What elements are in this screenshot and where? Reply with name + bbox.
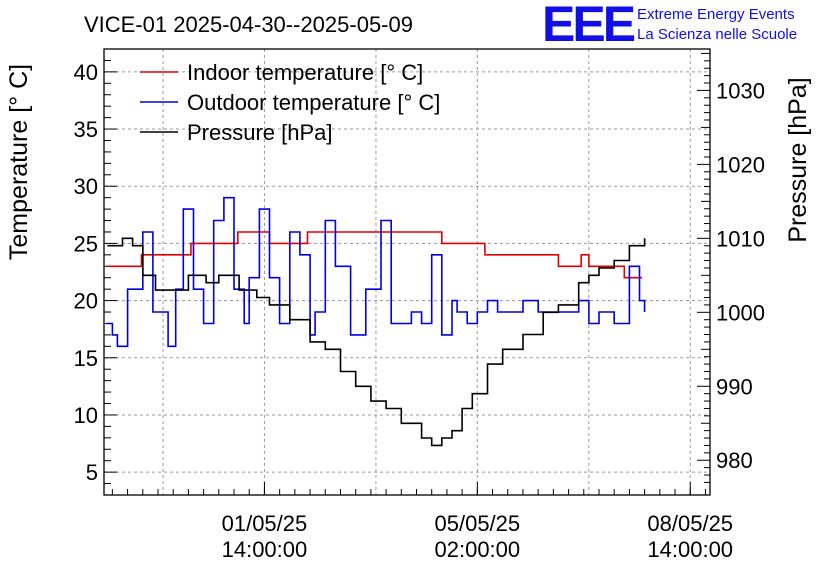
y-left-tick-label: 20 [74, 289, 98, 314]
series-line-0 [107, 231, 643, 279]
chart-title: VICE-01 2025-04-30--2025-05-09 [84, 12, 413, 37]
x-tick-label-date: 01/05/25 [222, 511, 308, 536]
plot-frame [103, 48, 711, 496]
y-left-tick-label: 5 [86, 460, 98, 485]
y-left-tick-label: 30 [74, 174, 98, 199]
legend-label-2: Pressure [hPa] [187, 120, 333, 145]
x-tick-label-date: 05/05/25 [435, 511, 521, 536]
logo-line-2: La Scienza nelle Scuole [637, 26, 797, 43]
y-right-tick-label: 1020 [716, 152, 765, 177]
grid-lines [104, 49, 710, 495]
x-tick-label-time: 14:00:00 [222, 537, 308, 562]
y-axis-left-label: Temperature [° C] [5, 64, 33, 260]
y-right-tick-label: 1000 [716, 300, 765, 325]
x-tick-label-date: 08/05/25 [647, 511, 733, 536]
series-line-2 [107, 237, 646, 447]
y-left-tick-label: 25 [74, 231, 98, 256]
y-right-tick-label: 1030 [716, 78, 765, 103]
y-axis-right-label: Pressure [hPa] [784, 77, 812, 242]
tick-labels: 5 10 15 20 25 30 35 40 980 990 1000 1010 1020 1030 01/… [74, 60, 765, 562]
y-right-tick-label: 980 [716, 448, 753, 473]
axis-ticks [104, 48, 710, 496]
y-right-tick-label: 1010 [716, 226, 765, 251]
legend-label-1: Outdoor temperature [° C] [187, 90, 440, 115]
series-line-1 [107, 196, 646, 348]
data-series [107, 196, 646, 447]
y-left-tick-label: 40 [74, 60, 98, 85]
y-left-tick-label: 10 [74, 403, 98, 428]
eee-logo: EEE Extreme Energy Events La Scienza nel… [542, 0, 797, 52]
logo-line-1: Extreme Energy Events [637, 6, 795, 23]
logo-letters: EEE [542, 0, 635, 52]
x-tick-label-time: 02:00:00 [435, 537, 521, 562]
y-left-tick-label: 15 [74, 346, 98, 371]
x-tick-label-time: 14:00:00 [647, 537, 733, 562]
legend: Indoor temperature [° C] Outdoor temperat… [140, 60, 440, 145]
legend-label-0: Indoor temperature [° C] [187, 60, 423, 85]
y-right-tick-label: 990 [716, 374, 753, 399]
y-left-tick-label: 35 [74, 117, 98, 142]
